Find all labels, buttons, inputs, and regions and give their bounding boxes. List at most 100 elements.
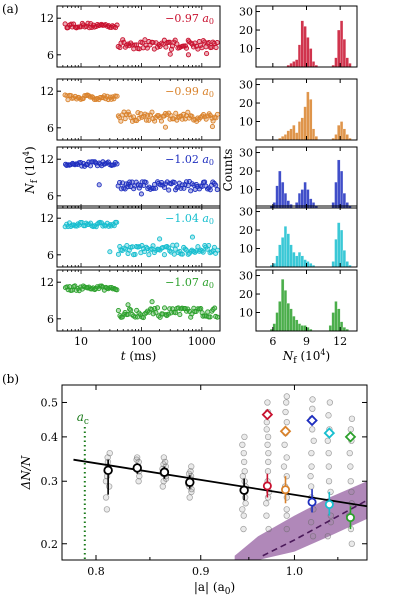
row-label: −0.99 a0 <box>165 85 214 99</box>
data-point <box>150 311 156 317</box>
panel-frame <box>61 384 368 561</box>
y-tick-label: 0.3 <box>41 475 59 488</box>
measurement-point <box>264 399 271 406</box>
data-point <box>114 22 120 28</box>
measurement-point <box>240 525 247 533</box>
measurement-point <box>347 478 354 485</box>
data-point <box>183 45 189 51</box>
data-point <box>209 44 215 50</box>
measurement-point <box>263 426 270 433</box>
data-point <box>185 109 191 115</box>
histogram-bar <box>283 290 287 332</box>
data-point <box>188 188 194 194</box>
histogram-bar <box>331 312 335 332</box>
histogram-bar <box>275 255 279 268</box>
y-tick-label: 10 <box>239 116 253 129</box>
data-point <box>114 93 120 99</box>
histogram-bar <box>309 48 313 68</box>
data-point <box>163 44 169 50</box>
data-point <box>214 314 220 320</box>
x-tick-label: 12 <box>333 335 347 348</box>
mean-point <box>262 481 272 491</box>
data-point <box>177 312 183 318</box>
data-point <box>142 249 148 255</box>
x-axis-label: Nf (104) <box>282 348 330 366</box>
y-tick-label: 10 <box>239 243 253 256</box>
data-point <box>161 252 167 258</box>
measurement-point <box>240 512 247 519</box>
histogram-bar <box>312 61 316 68</box>
data-point <box>206 242 212 249</box>
diamond-point <box>323 427 336 439</box>
histogram-bar <box>309 99 313 141</box>
measurement-point <box>348 488 355 496</box>
data-point <box>209 124 216 130</box>
histogram-bar <box>295 59 299 68</box>
measurement-point <box>283 506 290 513</box>
data-point <box>214 111 221 117</box>
histogram-bar <box>345 134 349 141</box>
time-series-panel: 6 12 −0.99 a0 <box>40 78 221 141</box>
measurement-point <box>106 483 113 490</box>
histogram-bar <box>295 202 299 209</box>
data-point <box>113 25 119 31</box>
y-axis-label: Nf (104) <box>22 146 40 194</box>
data-point <box>185 52 191 58</box>
time-series-panel: 6 12 −1.04 a0 <box>40 205 221 268</box>
time-series-panel: 6 12 −1.07 a0 <box>40 269 221 332</box>
measurement-point <box>283 393 290 400</box>
x-tick-label: 1000 <box>188 335 216 348</box>
panel-b-label: (b) <box>2 372 19 386</box>
measurement-point <box>348 540 355 547</box>
measurement-point <box>240 449 247 457</box>
measurement-point <box>264 433 272 441</box>
measurement-point <box>241 433 248 441</box>
data-point <box>144 45 150 51</box>
measurement-point <box>263 500 270 507</box>
mean-point <box>132 463 142 473</box>
diamond-point <box>306 414 318 427</box>
histogram-panels: 10 20 30 10 20 30 10 20 30 10 20 30 10 20 30 <box>239 5 358 332</box>
data-point <box>114 219 120 225</box>
y-tick-label: 12 <box>40 85 54 98</box>
histogram-bar <box>342 128 346 141</box>
data-point <box>120 37 126 43</box>
measurement-point <box>309 426 316 433</box>
histogram-bar <box>345 261 349 268</box>
histogram-bar <box>337 29 341 68</box>
histogram-bar <box>309 263 313 268</box>
measurement-point <box>239 441 246 448</box>
data-point <box>198 42 204 48</box>
histogram-bar <box>281 279 285 332</box>
data-point <box>146 252 152 258</box>
histogram-bar <box>312 202 316 209</box>
histogram-bar <box>334 239 338 268</box>
histogram-bar <box>309 198 313 209</box>
measurement-point <box>263 419 270 426</box>
histogram-bar <box>283 226 287 268</box>
data-point <box>157 236 163 242</box>
histogram-bar <box>292 61 296 68</box>
data-point <box>153 185 159 191</box>
measurement-point <box>326 399 334 406</box>
y-axis-label: ΔN/N <box>19 455 33 490</box>
trend-line <box>73 458 367 508</box>
data-point <box>132 251 138 258</box>
measurement-point <box>159 483 166 490</box>
measurement-point <box>106 449 113 457</box>
measurement-point <box>265 525 272 533</box>
measurement-point <box>103 506 111 513</box>
data-point <box>125 184 131 190</box>
histogram-bar <box>306 91 310 141</box>
y-tick-label: 20 <box>239 288 253 301</box>
mean-point <box>307 497 317 507</box>
data-point <box>212 305 218 311</box>
y-tick-label: 20 <box>239 165 253 178</box>
measurement-point <box>240 458 248 466</box>
y-tick-label: 30 <box>239 206 253 219</box>
measurement-point <box>308 483 315 490</box>
data-point <box>158 118 164 124</box>
data-point <box>189 234 196 240</box>
measurement-point <box>308 463 315 470</box>
